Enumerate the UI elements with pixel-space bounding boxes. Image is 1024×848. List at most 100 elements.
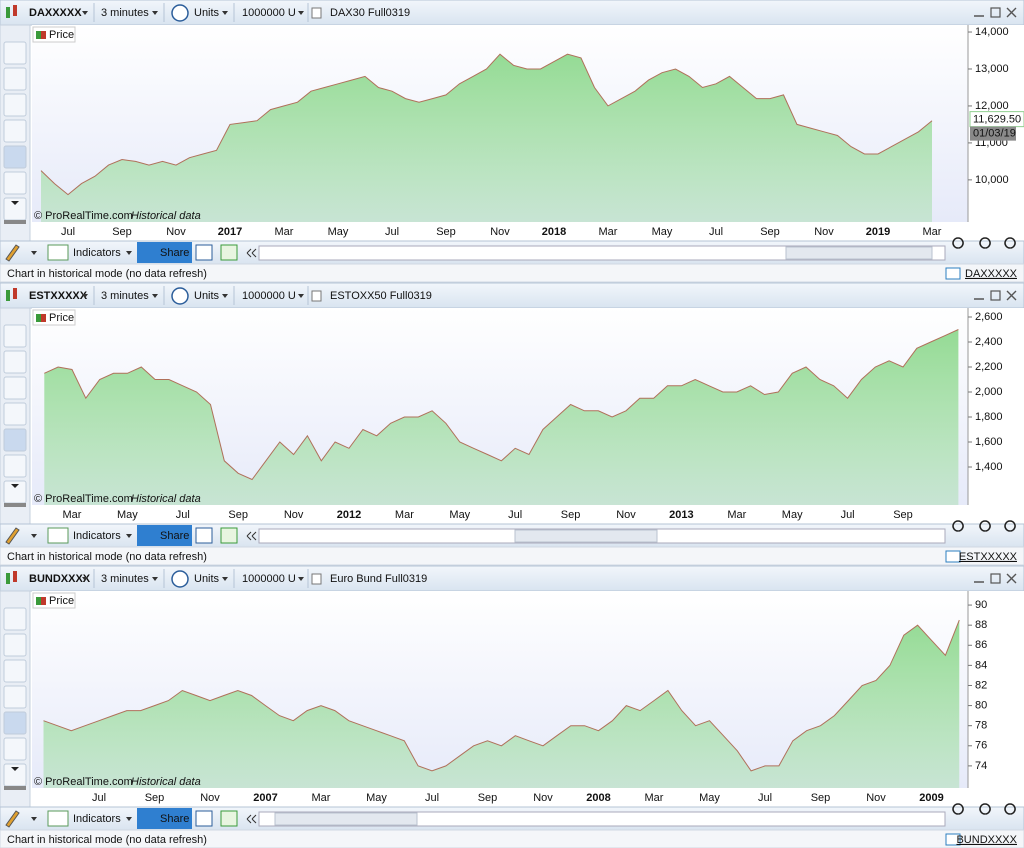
dropdown-arrow[interactable] xyxy=(126,251,132,255)
tool-button[interactable] xyxy=(3,67,27,91)
link-icon[interactable] xyxy=(945,833,961,846)
dropdown-arrow[interactable] xyxy=(82,577,88,581)
tool-button[interactable] xyxy=(3,145,27,169)
draw-tool[interactable] xyxy=(5,810,20,828)
symbol-menu[interactable]: ESTXXXXX xyxy=(29,290,88,302)
dropdown-arrow[interactable] xyxy=(298,294,304,298)
dropdown-arrow[interactable] xyxy=(126,817,132,821)
tool-button[interactable] xyxy=(3,376,27,400)
tool-button[interactable] xyxy=(3,454,27,478)
dropdown-arrow[interactable] xyxy=(126,534,132,538)
tool-more[interactable] xyxy=(4,220,26,224)
dropdown-arrow[interactable] xyxy=(82,294,88,298)
dropdown-arrow[interactable] xyxy=(152,294,158,298)
units-menu[interactable]: Units xyxy=(194,573,220,585)
dropdown-arrow[interactable] xyxy=(152,11,158,15)
share-button[interactable] xyxy=(137,242,192,263)
maximize-button[interactable] xyxy=(990,7,1001,18)
maximize-button[interactable] xyxy=(990,573,1001,584)
compare-button[interactable] xyxy=(220,244,238,261)
tool-button[interactable] xyxy=(3,685,27,709)
interval-menu[interactable]: 3 minutes xyxy=(101,7,149,19)
dropdown-arrow[interactable] xyxy=(222,577,228,581)
indicators-icon[interactable] xyxy=(47,810,69,827)
indicators-button[interactable]: Indicators xyxy=(73,247,121,259)
symbol-link[interactable]: DAXXXXX xyxy=(965,268,1018,280)
zoom-tools[interactable] xyxy=(952,803,1016,815)
symbol-link[interactable]: BUNDXXXX xyxy=(956,834,1017,846)
layout-button[interactable] xyxy=(195,810,213,827)
units-value[interactable]: 1000000 U xyxy=(242,573,296,585)
indicators-button[interactable]: Indicators xyxy=(73,530,121,542)
close-button[interactable] xyxy=(1006,7,1017,18)
interval-menu[interactable]: 3 minutes xyxy=(101,290,149,302)
tool-button[interactable] xyxy=(3,93,27,117)
tool-scroll-arrow[interactable] xyxy=(11,767,19,771)
dropdown-arrow[interactable] xyxy=(82,11,88,15)
dropdown-arrow[interactable] xyxy=(222,294,228,298)
symbol-link[interactable]: ESTXXXXX xyxy=(959,551,1018,563)
scroll-start[interactable] xyxy=(246,531,257,541)
share-button[interactable] xyxy=(137,808,192,829)
tool-button[interactable] xyxy=(3,402,27,426)
tool-more[interactable] xyxy=(4,503,26,507)
dropdown-arrow[interactable] xyxy=(222,11,228,15)
symbol-menu[interactable]: BUNDXXXX xyxy=(29,573,91,585)
tool-button[interactable] xyxy=(3,711,27,735)
scrollbar[interactable] xyxy=(258,245,946,261)
tool-button[interactable] xyxy=(3,737,27,761)
layout-button[interactable] xyxy=(195,527,213,544)
link-icon[interactable] xyxy=(945,550,961,563)
share-label[interactable]: Share xyxy=(160,813,189,825)
dropdown-arrow[interactable] xyxy=(298,577,304,581)
tool-scroll-arrow[interactable] xyxy=(11,484,19,488)
tool-button[interactable] xyxy=(3,41,27,65)
tool-button[interactable] xyxy=(3,119,27,143)
compare-button[interactable] xyxy=(220,810,238,827)
scroll-start[interactable] xyxy=(246,814,257,824)
scrollbar[interactable] xyxy=(258,811,946,827)
tool-scroll-arrow[interactable] xyxy=(11,201,19,205)
dropdown-arrow[interactable] xyxy=(31,817,37,821)
tool-button[interactable] xyxy=(3,428,27,452)
dropdown-arrow[interactable] xyxy=(152,577,158,581)
scroll-thumb[interactable] xyxy=(785,246,933,260)
close-button[interactable] xyxy=(1006,290,1017,301)
share-button[interactable] xyxy=(137,525,192,546)
link-icon[interactable] xyxy=(945,267,961,280)
dropdown-arrow[interactable] xyxy=(298,11,304,15)
scroll-start[interactable] xyxy=(246,248,257,258)
tool-button[interactable] xyxy=(3,171,27,195)
draw-tool[interactable] xyxy=(5,527,20,545)
close-button[interactable] xyxy=(1006,573,1017,584)
interval-menu[interactable]: 3 minutes xyxy=(101,573,149,585)
share-label[interactable]: Share xyxy=(160,247,189,259)
draw-tool[interactable] xyxy=(5,244,20,262)
scroll-thumb[interactable] xyxy=(274,812,418,826)
maximize-button[interactable] xyxy=(990,290,1001,301)
tool-button[interactable] xyxy=(3,350,27,374)
units-value[interactable]: 1000000 U xyxy=(242,7,296,19)
tool-button[interactable] xyxy=(3,659,27,683)
zoom-tools[interactable] xyxy=(952,520,1016,532)
share-label[interactable]: Share xyxy=(160,530,189,542)
axis-area xyxy=(968,308,1024,523)
scroll-thumb[interactable] xyxy=(514,529,658,543)
instrument-name: Euro Bund Full0319 xyxy=(330,573,427,585)
dropdown-arrow[interactable] xyxy=(31,251,37,255)
tool-more[interactable] xyxy=(4,786,26,790)
tool-button[interactable] xyxy=(3,633,27,657)
indicators-button[interactable]: Indicators xyxy=(73,813,121,825)
tool-button[interactable] xyxy=(3,607,27,631)
units-value[interactable]: 1000000 U xyxy=(242,290,296,302)
units-menu[interactable]: Units xyxy=(194,7,220,19)
units-menu[interactable]: Units xyxy=(194,290,220,302)
tool-button[interactable] xyxy=(3,324,27,348)
indicators-icon[interactable] xyxy=(47,244,69,261)
dropdown-arrow[interactable] xyxy=(31,534,37,538)
compare-button[interactable] xyxy=(220,527,238,544)
zoom-tools[interactable] xyxy=(952,237,1016,249)
indicators-icon[interactable] xyxy=(47,527,69,544)
symbol-menu[interactable]: DAXXXXX xyxy=(29,7,82,19)
layout-button[interactable] xyxy=(195,244,213,261)
